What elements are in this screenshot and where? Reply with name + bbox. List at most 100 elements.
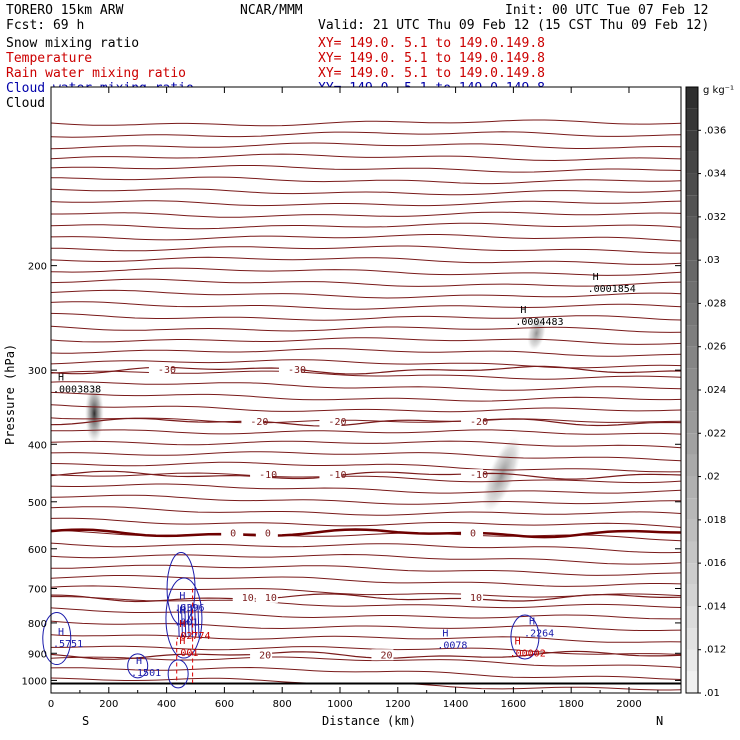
isotherm-line-14 xyxy=(50,278,682,287)
y-tick-label-7: 900 xyxy=(28,649,47,660)
colorbar-tick-13: .036 xyxy=(704,125,726,136)
legend-label-2: Rain water mixing ratio xyxy=(6,66,186,81)
contour-label--30-1: -30 xyxy=(288,365,306,376)
isotherm-line-34 xyxy=(50,506,682,516)
isotherm-line-24 xyxy=(50,391,682,402)
max-value-0: .0003838 xyxy=(53,384,101,395)
contour-label--10-1: -10 xyxy=(328,470,346,481)
x-tick-label-1: 200 xyxy=(99,699,118,710)
y-tick-label-2: 400 xyxy=(28,440,47,451)
colorbar-swatch-25 xyxy=(686,130,698,152)
isotherm-line-12 xyxy=(50,256,682,265)
isotherm-line-5 xyxy=(51,176,682,185)
colorbar-swatch-18 xyxy=(686,281,698,304)
isotherm-line-31 xyxy=(50,472,682,484)
legend-xy-1: XY= 149.0. 5.1 to 149.0.149.8 xyxy=(318,51,545,66)
colorbar-swatch-19 xyxy=(686,260,698,282)
colorbar-tick-8: .026 xyxy=(704,342,726,353)
isotherm-line-40 xyxy=(50,575,682,587)
cloud-water-contour-1 xyxy=(165,577,203,659)
contour-label--20-2: -20 xyxy=(470,417,488,428)
cloud-water-contour-0 xyxy=(166,552,196,626)
isotherm-line-27 xyxy=(50,429,682,435)
max-value-11: .5751 xyxy=(53,639,83,650)
max-marker-3: H xyxy=(179,591,185,602)
isotherm-line-47 xyxy=(50,656,682,668)
isotherm-line-39 xyxy=(51,564,682,576)
isotherm-line-3 xyxy=(50,153,682,162)
snow-blob-2 xyxy=(527,316,546,351)
temperature-contour-10 xyxy=(50,593,682,603)
isotherm-line-48 xyxy=(50,666,682,680)
isotherm-line-2 xyxy=(50,142,682,150)
temperature-contour--20 xyxy=(50,417,682,427)
temperature-contour--10 xyxy=(50,470,682,480)
max-value-6: .001 xyxy=(174,648,198,659)
isotherm-line-6 xyxy=(50,188,682,196)
isotherm-line-30 xyxy=(50,461,682,473)
isotherm-line-4 xyxy=(50,165,682,173)
max-marker-9: H xyxy=(515,637,521,648)
legend-xy-2: XY= 149.0. 5.1 to 149.0.149.8 xyxy=(318,66,545,81)
isotherm-line-28 xyxy=(50,440,682,449)
colorbar-swatch-6 xyxy=(686,541,698,564)
temperature-contour-20 xyxy=(50,650,682,660)
contour-label-20-1: 20 xyxy=(380,650,392,661)
y-tick-label-0: 200 xyxy=(28,262,47,273)
colorbar-swatch-12 xyxy=(686,411,698,434)
y-tick-label-3: 500 xyxy=(28,498,47,509)
colorbar-swatch-21 xyxy=(686,216,698,239)
isotherm-line-32 xyxy=(50,483,682,494)
y-tick-label-4: 600 xyxy=(28,545,47,556)
isotherm-line-11 xyxy=(50,245,681,254)
x-tick-label-8: 1600 xyxy=(501,699,526,710)
center-title: NCAR/MMM xyxy=(240,3,303,18)
isotherm-line-16 xyxy=(50,301,682,310)
max-value-10: .1501 xyxy=(131,668,161,679)
max-value-1: .0004483 xyxy=(515,317,563,328)
model-title: TORERO 15km ARW xyxy=(6,3,124,18)
max-marker-2: H xyxy=(593,272,599,283)
colorbar-tick-5: .02 xyxy=(704,472,720,483)
x-tick-label-6: 1200 xyxy=(385,699,410,710)
isotherm-line-25 xyxy=(50,404,682,413)
colorbar-unit: g kg⁻¹ xyxy=(703,85,734,96)
colorbar-swatch-13 xyxy=(686,390,698,412)
colorbar-swatch-24 xyxy=(686,151,698,174)
max-value-7: .0078 xyxy=(437,641,467,652)
colorbar-swatch-23 xyxy=(686,173,698,196)
max-marker-0: H xyxy=(58,372,64,383)
isotherm-line-9 xyxy=(50,222,682,230)
south-label: S xyxy=(82,714,89,728)
contour-label-0-0: 0 xyxy=(230,528,236,539)
colorbar-swatch-5 xyxy=(686,563,698,585)
contour-label-10-2: 10 xyxy=(470,593,482,604)
cloud-water-core-6 xyxy=(197,604,200,638)
contour-label--10-0: -10 xyxy=(259,470,277,481)
colorbar-tick-11: .032 xyxy=(704,212,726,223)
colorbar-swatch-0 xyxy=(686,671,698,693)
x-tick-label-9: 1800 xyxy=(558,699,583,710)
colorbar-tick-4: .018 xyxy=(704,515,726,526)
isotherm-line-45 xyxy=(50,634,682,643)
contour-label-10-1: 10 xyxy=(265,593,277,604)
legend-xy-0: XY= 149.0. 5.1 to 149.0.149.8 xyxy=(318,36,545,51)
colorbar-swatch-11 xyxy=(686,433,698,455)
y-tick-label-5: 700 xyxy=(28,585,47,596)
isotherm-line-38 xyxy=(50,553,682,565)
colorbar-swatch-3 xyxy=(686,606,698,629)
isotherm-line-10 xyxy=(50,234,682,242)
contour-label-10-0: 10 xyxy=(242,593,254,604)
isotherm-line-15 xyxy=(50,289,682,299)
colorbar-tick-10: .03 xyxy=(704,255,720,266)
colorbar-tick-7: .024 xyxy=(704,385,726,396)
isotherm-line-1 xyxy=(50,131,682,138)
colorbar-swatch-27 xyxy=(686,87,698,109)
max-value-2: .0001854 xyxy=(588,284,636,295)
isotherm-line-33 xyxy=(50,494,682,505)
max-marker-5: H xyxy=(179,619,185,630)
max-value-4: .001 xyxy=(174,618,198,629)
isotherm-line-8 xyxy=(51,211,682,218)
isotherm-line-17 xyxy=(50,312,682,321)
